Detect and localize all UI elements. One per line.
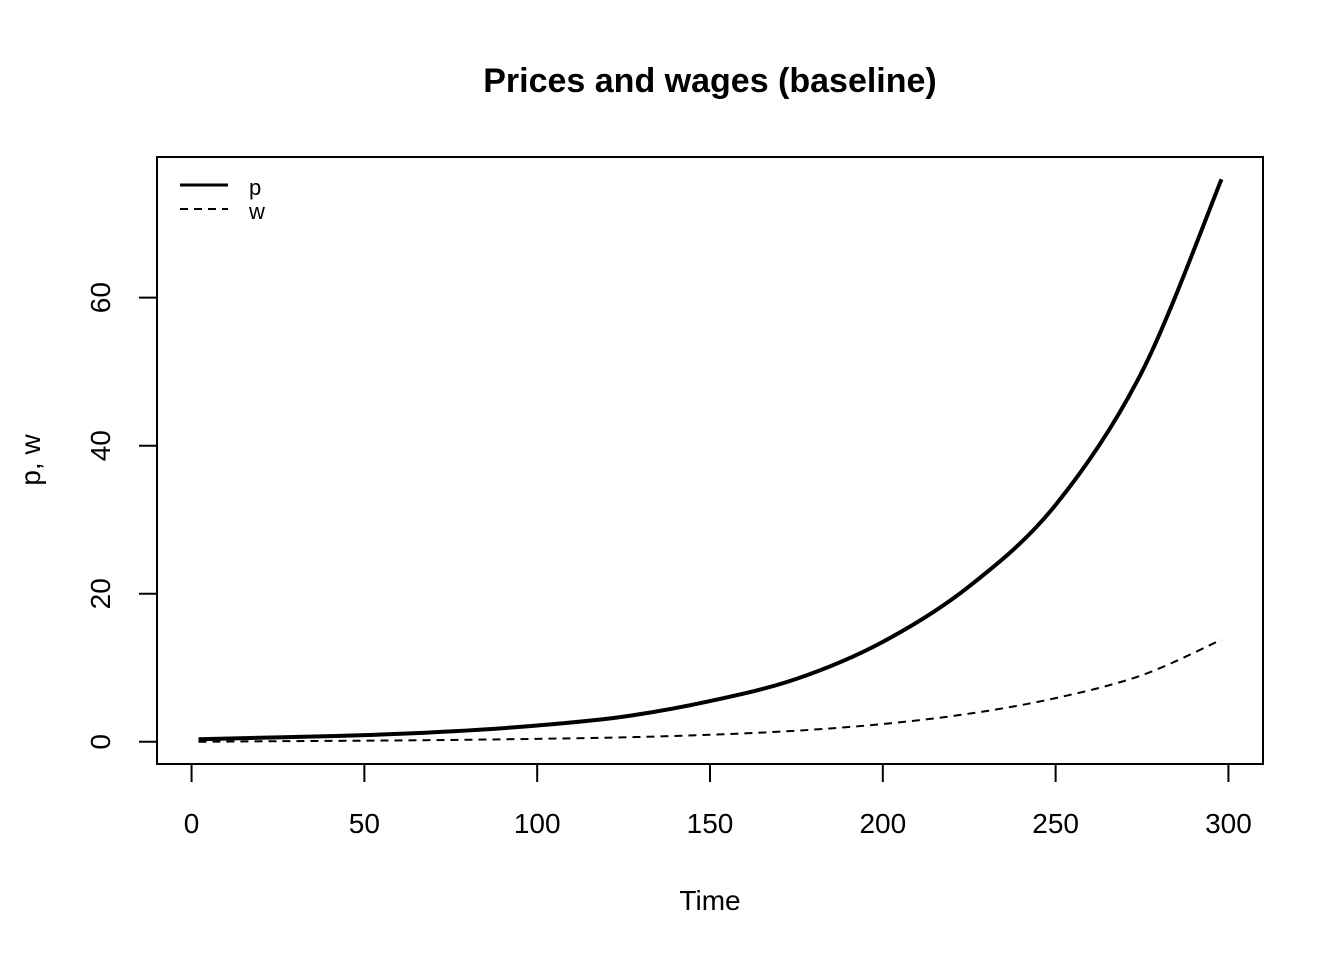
y-tick-label: 40: [85, 430, 116, 461]
legend-label-w: w: [248, 199, 265, 224]
x-axis: 0 50 100 150 200 250 300: [184, 763, 1252, 839]
x-tick-label: 0: [184, 808, 200, 839]
legend: pw: [180, 175, 265, 224]
x-tick-label: 50: [349, 808, 380, 839]
x-axis-label: Time: [679, 885, 740, 916]
plot-area-frame: [156, 156, 1264, 765]
series-line-p: [198, 178, 1224, 742]
x-tick-label: 300: [1205, 808, 1252, 839]
x-tick-label: 250: [1032, 808, 1079, 839]
legend-label-p: p: [249, 175, 261, 200]
x-tick-label: 200: [859, 808, 906, 839]
x-tick-label: 150: [687, 808, 734, 839]
x-tick-label: 100: [514, 808, 561, 839]
y-tick-label: 20: [85, 578, 116, 609]
y-axis-label: p, w: [15, 434, 46, 486]
series-line-w: [198, 638, 1222, 743]
y-tick-label: 0: [85, 734, 116, 750]
series-layer: [198, 178, 1224, 743]
y-tick-label: 60: [85, 282, 116, 313]
chart-title: Prices and wages (baseline): [483, 62, 937, 100]
y-axis: 0 20 40 60: [85, 282, 158, 750]
